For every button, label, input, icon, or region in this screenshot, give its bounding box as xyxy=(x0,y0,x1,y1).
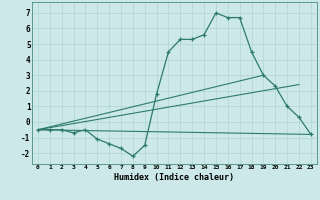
X-axis label: Humidex (Indice chaleur): Humidex (Indice chaleur) xyxy=(115,173,234,182)
